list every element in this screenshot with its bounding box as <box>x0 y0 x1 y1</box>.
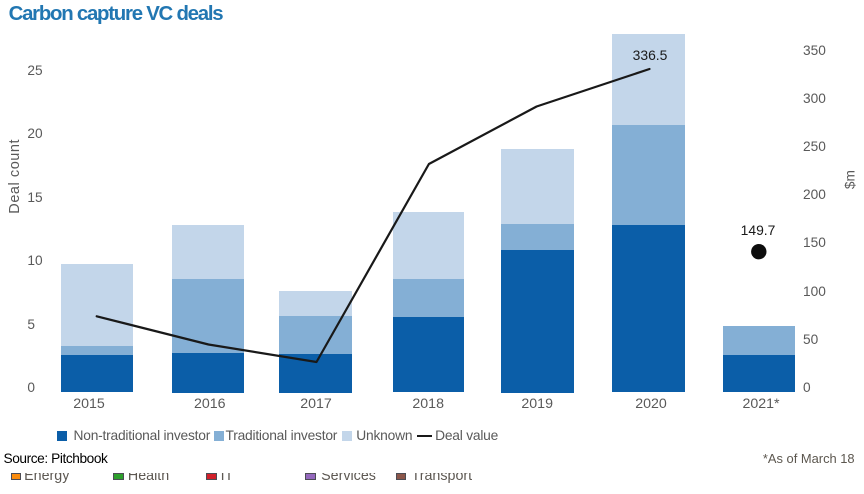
svg-text:$m: $m <box>842 170 857 189</box>
svg-text:Deal count: Deal count <box>7 139 23 214</box>
